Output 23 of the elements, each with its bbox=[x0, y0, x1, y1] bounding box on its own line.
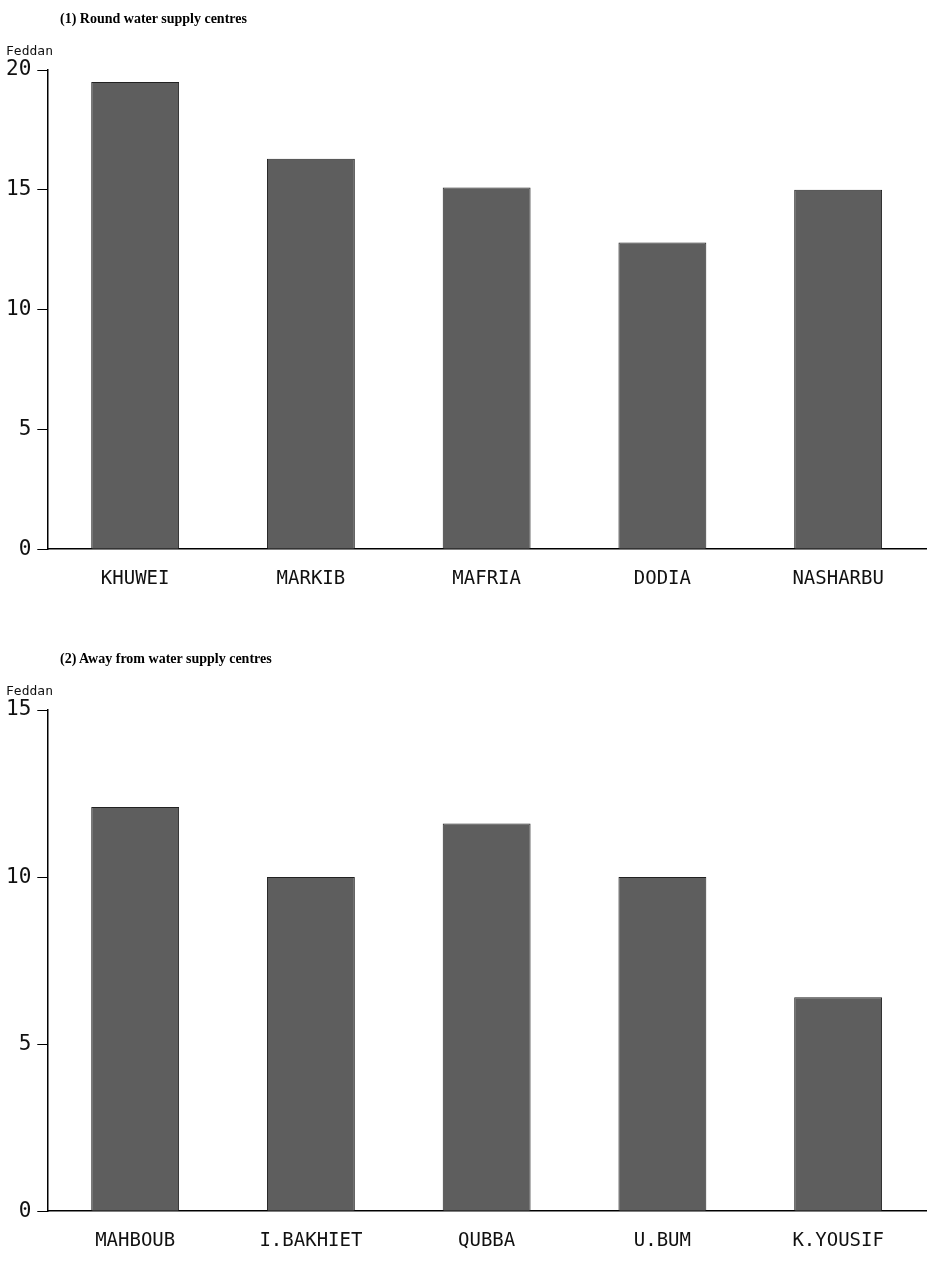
y-tick-label: 10 bbox=[5, 296, 32, 321]
x-tick-label: NASHARBU bbox=[792, 565, 884, 588]
x-tick-label: MAHBOUB bbox=[95, 1227, 176, 1250]
x-tick-label: KHUWEI bbox=[100, 565, 170, 588]
x-tick-label: U.BUM bbox=[633, 1227, 691, 1250]
x-tick-label: DODIA bbox=[633, 565, 692, 588]
y-tick-label: 15 bbox=[5, 696, 32, 721]
y-tick-label: 5 bbox=[18, 1030, 32, 1055]
y-tick-label: 5 bbox=[18, 415, 32, 440]
x-tick-label: MAFRIA bbox=[452, 565, 522, 588]
chart-title: (1) Round water supply centres bbox=[59, 10, 248, 28]
x-tick-label: I.BAKHIET bbox=[259, 1227, 363, 1250]
y-tick-label: 0 bbox=[18, 535, 32, 560]
chart-title: (2) Away from water supply centres bbox=[59, 650, 273, 668]
y-tick-label: 15 bbox=[5, 176, 32, 201]
y-axis-title: Feddan bbox=[6, 682, 53, 698]
x-tick-label: MARKIB bbox=[276, 565, 346, 588]
x-tick-label: K.YOUSIF bbox=[792, 1227, 884, 1250]
y-tick-label: 0 bbox=[18, 1197, 32, 1222]
y-tick-label: 20 bbox=[5, 56, 32, 81]
y-tick-label: 10 bbox=[5, 863, 32, 888]
x-tick-label: QUBBA bbox=[458, 1227, 516, 1250]
y-axis-title: Feddan bbox=[6, 42, 53, 58]
